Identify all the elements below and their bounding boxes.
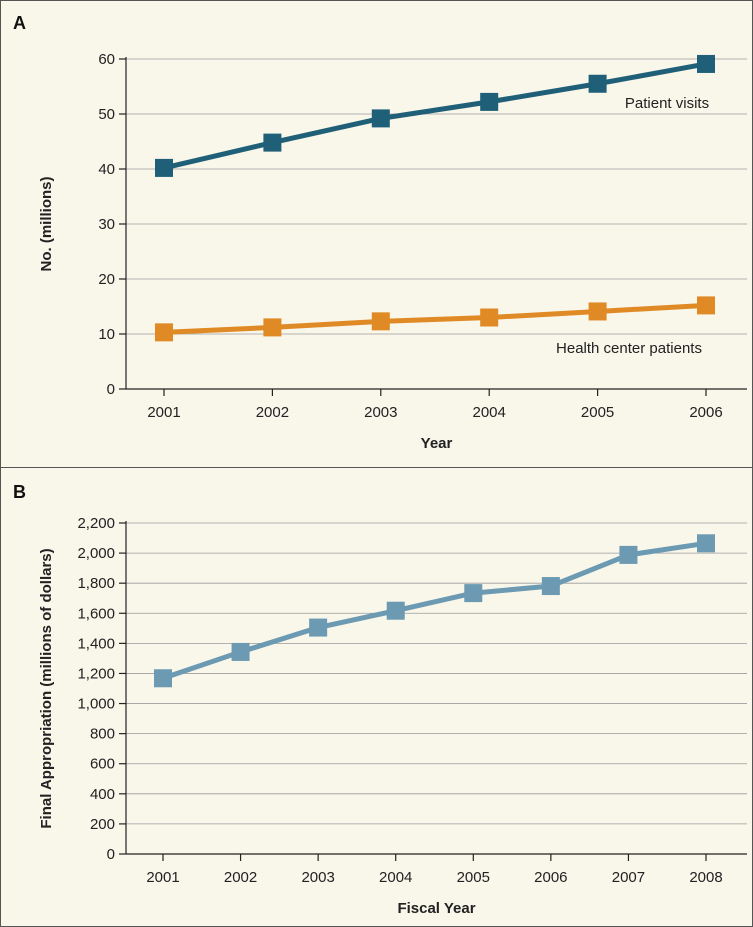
y-tick-label: 1,000 (77, 696, 115, 713)
panel-a-letter: A (13, 13, 26, 33)
x-tick-label: 2003 (301, 869, 334, 886)
chart-b: 0 200 400 600 800 1,000 1,200 1,400 1,600 1,800 2,… (38, 515, 747, 917)
panel-b: B 0 200 400 600 800 1,000 1,200 1,400 1,600 1,800… (0, 467, 753, 927)
x-tick-label: 2006 (534, 869, 567, 886)
y-tick-label: 1,400 (77, 635, 115, 652)
data-point (263, 133, 282, 152)
data-point (154, 669, 172, 688)
y-tick-label: 600 (90, 756, 115, 773)
y-axis-title: No. (millions) (38, 177, 55, 272)
y-tick-label: 0 (107, 846, 115, 863)
series-line (163, 61, 707, 171)
x-tick-label: 2004 (473, 404, 506, 421)
data-point (697, 296, 715, 315)
data-point (155, 158, 173, 177)
x-tick-label: 2002 (256, 404, 289, 421)
x-tick-label: 2004 (379, 869, 412, 886)
y-tick-label: 60 (98, 51, 115, 68)
y-tick-label: 30 (98, 216, 115, 233)
x-tick-label: 2005 (457, 869, 490, 886)
y-axis-title: Final Appropriation (millions of dollars… (38, 548, 55, 828)
y-tick-label: 1,600 (77, 605, 115, 622)
x-tick-label: 2002 (224, 869, 257, 886)
series-line (162, 540, 707, 681)
data-point (588, 74, 607, 93)
data-point (697, 54, 715, 73)
chart-a: 0 10 20 30 40 50 60 2001 2002 2003 2004 2005 2006 Yea… (38, 51, 747, 452)
y-tick-label: 800 (90, 726, 115, 743)
y-tick-label: 1,200 (77, 665, 115, 682)
x-tick-label: 2006 (689, 404, 722, 421)
x-axis-title: Fiscal Year (397, 900, 475, 917)
data-point (480, 308, 499, 327)
data-point (697, 534, 715, 553)
y-tick-label: 400 (90, 786, 115, 803)
x-tick-label: 2005 (581, 404, 614, 421)
data-point (231, 642, 250, 661)
x-tick-label: 2008 (689, 869, 722, 886)
y-tick-label: 40 (98, 161, 115, 178)
data-point (588, 302, 607, 321)
data-point (619, 545, 638, 564)
y-tick-label: 50 (98, 106, 115, 123)
series-label: Health center patients (556, 340, 702, 357)
x-axis-title: Year (421, 435, 453, 452)
data-point (155, 323, 173, 342)
panel-b-letter: B (13, 482, 26, 502)
series-line (163, 302, 707, 335)
y-tick-label: 2,000 (77, 545, 115, 562)
y-tick-label: 2,200 (77, 515, 115, 532)
y-tick-label: 10 (98, 326, 115, 343)
data-point (371, 109, 390, 128)
y-tick-label: 0 (107, 381, 115, 398)
x-tick-label: 2003 (364, 404, 397, 421)
y-tick-label: 1,800 (77, 575, 115, 592)
panel-a: A 0 10 20 30 40 50 60 2001 2002 2003 2004 2005 2006 Y… (0, 0, 753, 468)
data-point (263, 318, 282, 337)
data-point (541, 577, 560, 596)
data-point (309, 618, 328, 637)
data-point (371, 312, 390, 331)
series-label: Patient visits (625, 95, 709, 112)
y-tick-label: 20 (98, 271, 115, 288)
data-point (464, 584, 483, 603)
x-tick-label: 2007 (612, 869, 645, 886)
data-point (386, 601, 405, 620)
data-point (480, 92, 499, 111)
x-tick-label: 2001 (147, 404, 180, 421)
x-tick-label: 2001 (146, 869, 179, 886)
y-tick-label: 200 (90, 816, 115, 833)
